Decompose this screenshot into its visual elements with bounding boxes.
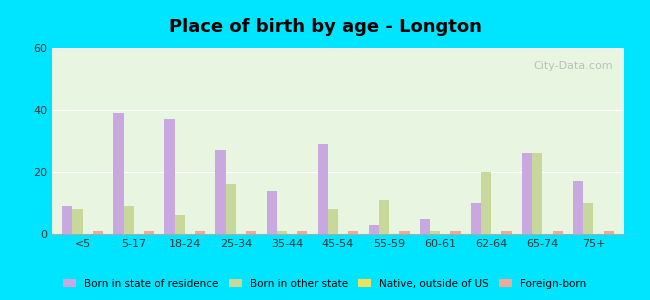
Bar xyxy=(164,119,175,234)
Bar xyxy=(246,231,256,234)
Text: Place of birth by age - Longton: Place of birth by age - Longton xyxy=(168,18,482,36)
Bar xyxy=(93,231,103,234)
Bar xyxy=(399,231,410,234)
Bar xyxy=(573,181,583,234)
Bar xyxy=(583,203,593,234)
Bar xyxy=(62,206,72,234)
Bar xyxy=(328,209,338,234)
Bar xyxy=(318,144,328,234)
Bar xyxy=(604,231,614,234)
Bar xyxy=(481,172,491,234)
Legend: Born in state of residence, Born in other state, Native, outside of US, Foreign-: Born in state of residence, Born in othe… xyxy=(60,275,590,292)
Bar xyxy=(195,231,205,234)
Bar xyxy=(552,231,563,234)
Bar xyxy=(226,184,236,234)
Bar xyxy=(215,150,226,234)
Bar xyxy=(266,190,277,234)
Bar xyxy=(420,218,430,234)
Bar xyxy=(450,231,461,234)
Bar xyxy=(175,215,185,234)
Bar xyxy=(113,113,124,234)
Bar xyxy=(532,153,542,234)
Bar xyxy=(522,153,532,234)
Bar xyxy=(297,231,307,234)
Bar xyxy=(471,203,481,234)
Bar xyxy=(124,206,134,234)
Bar xyxy=(501,231,512,234)
Text: City-Data.com: City-Data.com xyxy=(533,61,612,71)
Bar xyxy=(430,231,440,234)
Bar xyxy=(144,231,154,234)
Bar xyxy=(72,209,83,234)
Bar xyxy=(277,231,287,234)
Bar xyxy=(379,200,389,234)
Bar xyxy=(369,225,379,234)
Bar xyxy=(348,231,358,234)
